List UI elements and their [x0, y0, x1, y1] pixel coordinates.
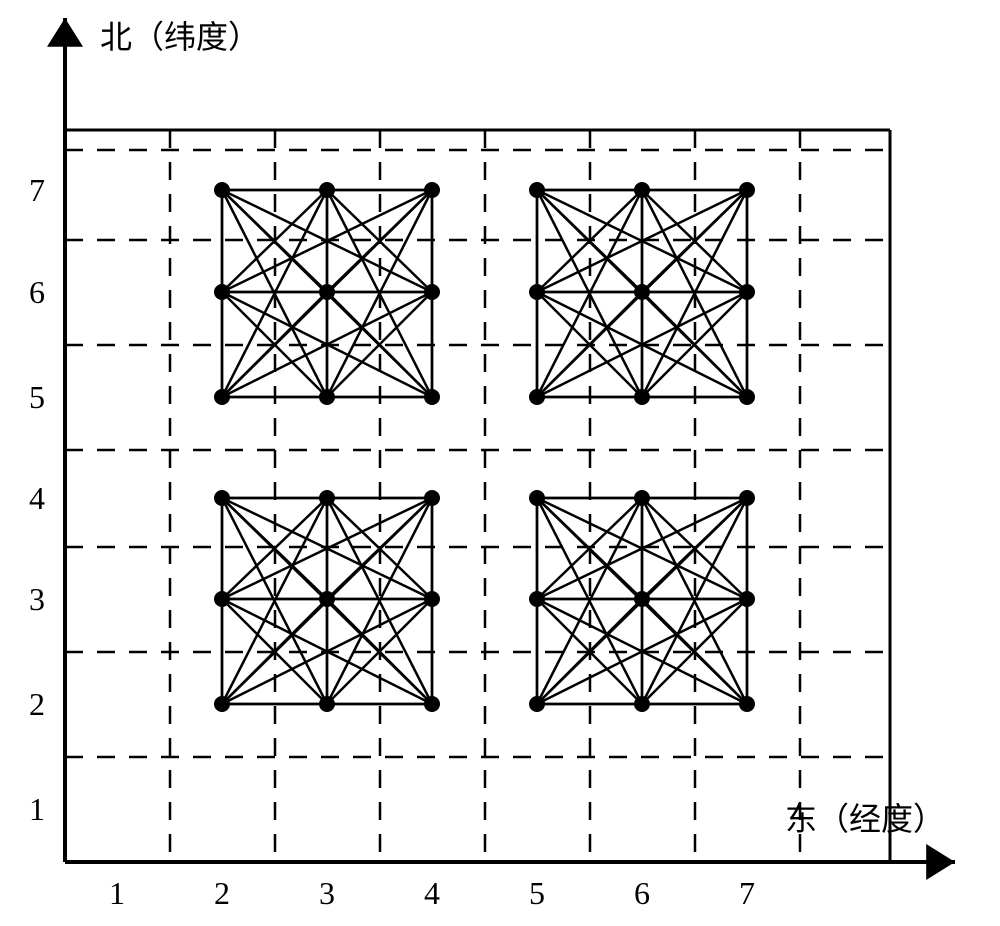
node — [529, 284, 545, 300]
y-tick-label: 4 — [29, 480, 45, 516]
diagram-container: 1 2 3 4 5 6 7 1 2 3 4 5 6 7 北（纬度） 东（经度） — [0, 0, 1000, 926]
node — [424, 284, 440, 300]
node — [634, 389, 650, 405]
node — [739, 182, 755, 198]
node — [634, 284, 650, 300]
node — [634, 591, 650, 607]
node — [424, 696, 440, 712]
node — [634, 490, 650, 506]
x-tick-label: 2 — [214, 875, 230, 911]
y-tick-label: 2 — [29, 686, 45, 722]
node — [634, 182, 650, 198]
node — [319, 696, 335, 712]
node — [739, 696, 755, 712]
node — [739, 490, 755, 506]
node — [214, 389, 230, 405]
x-tick-label: 7 — [739, 875, 755, 911]
diagram-svg: 1 2 3 4 5 6 7 1 2 3 4 5 6 7 北（纬度） 东（经度） — [0, 0, 1000, 926]
node — [214, 591, 230, 607]
node — [424, 389, 440, 405]
node — [319, 182, 335, 198]
x-tick-label: 3 — [319, 875, 335, 911]
y-tick-label: 7 — [29, 172, 45, 208]
node — [529, 182, 545, 198]
node — [529, 490, 545, 506]
node — [424, 182, 440, 198]
node — [424, 591, 440, 607]
node — [739, 591, 755, 607]
node — [319, 490, 335, 506]
node — [634, 696, 650, 712]
node — [424, 490, 440, 506]
node — [214, 696, 230, 712]
x-tick-label: 5 — [529, 875, 545, 911]
x-tick-label: 6 — [634, 875, 650, 911]
y-tick-label: 1 — [29, 791, 45, 827]
node — [529, 696, 545, 712]
node — [319, 389, 335, 405]
node — [319, 284, 335, 300]
node — [529, 591, 545, 607]
node — [214, 182, 230, 198]
node — [529, 389, 545, 405]
x-tick-label: 4 — [424, 875, 440, 911]
x-axis-label: 东（经度） — [785, 801, 945, 837]
node — [214, 490, 230, 506]
node — [214, 284, 230, 300]
y-tick-label: 5 — [29, 379, 45, 415]
node — [739, 284, 755, 300]
y-tick-label: 6 — [29, 274, 45, 310]
y-axis-label: 北（纬度） — [100, 19, 260, 55]
x-tick-label: 1 — [109, 875, 125, 911]
node — [319, 591, 335, 607]
y-tick-label: 3 — [29, 581, 45, 617]
node — [739, 389, 755, 405]
